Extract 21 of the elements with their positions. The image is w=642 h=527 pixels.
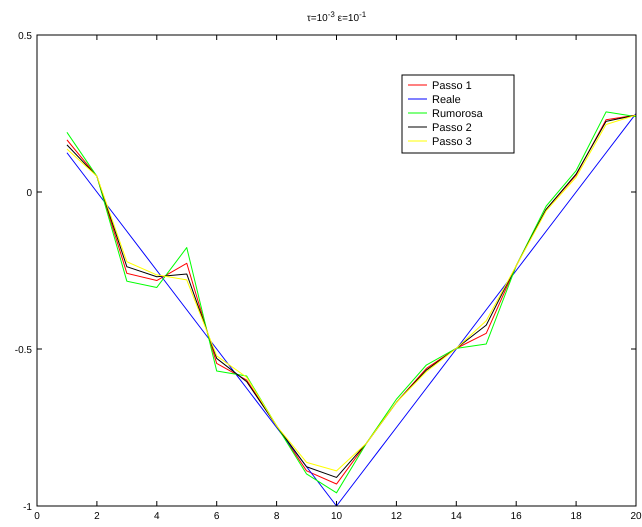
x-tick-label: 10	[330, 511, 342, 522]
x-tick-label: 20	[630, 511, 642, 522]
y-tick-label: -1	[23, 502, 32, 513]
x-tick-label: 18	[570, 511, 582, 522]
x-tick-label: 0	[34, 511, 40, 522]
x-tick-label: 12	[390, 511, 402, 522]
legend-label: Passo 1	[432, 80, 472, 92]
legend-label: Passo 2	[432, 122, 472, 134]
y-tick-label: 0.5	[18, 31, 32, 42]
y-tick-label: -0.5	[14, 345, 32, 356]
x-tick-label: 16	[510, 511, 522, 522]
legend-label: Reale	[432, 94, 461, 106]
x-tick-label: 4	[154, 511, 160, 522]
x-tick-label: 2	[94, 511, 100, 522]
x-tick-label: 8	[274, 511, 280, 522]
y-tick-label: 0	[26, 188, 32, 199]
x-tick-label: 14	[450, 511, 462, 522]
chart-title: τ=10$^{-3}$ ε=10$^{-1}$	[306, 10, 367, 24]
legend-label: Passo 3	[432, 136, 472, 148]
legend-label: Rumorosa	[432, 108, 484, 120]
x-tick-label: 6	[214, 511, 220, 522]
